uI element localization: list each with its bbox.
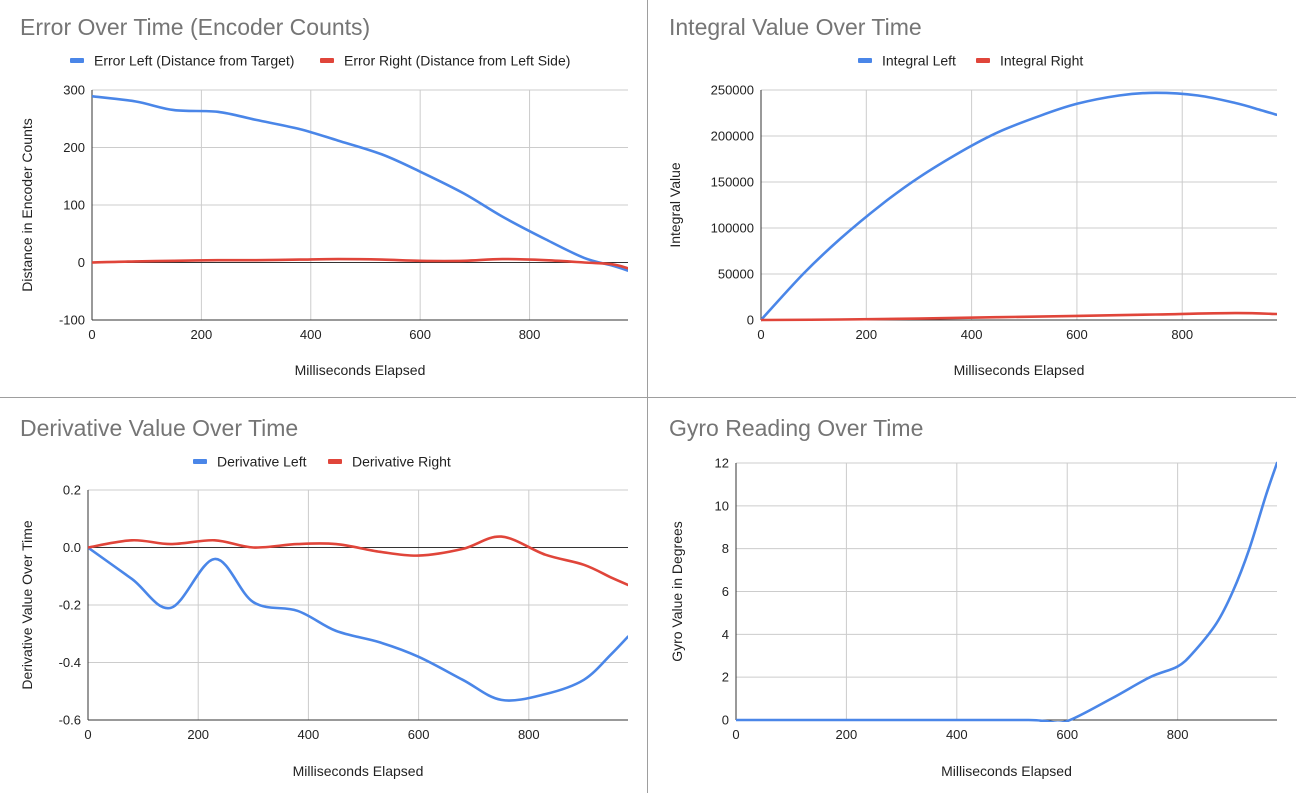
- horizontal-divider: [0, 397, 1296, 398]
- y-tick-label: 250000: [711, 83, 754, 98]
- x-tick-label: 200: [855, 327, 877, 342]
- legend-label: Integral Right: [1000, 53, 1083, 69]
- chart-title: Derivative Value Over Time: [20, 415, 298, 441]
- y-axis-label: Derivative Value Over Time: [19, 520, 35, 690]
- x-tick-label: 200: [836, 727, 858, 742]
- y-tick-label: 100000: [711, 221, 754, 236]
- derivative-chart-panel: Derivative Value Over Time -0.6 -0.4 -0.2 0.…: [0, 398, 647, 793]
- x-tick-label: 400: [300, 327, 322, 342]
- x-tick-label: 400: [298, 727, 320, 742]
- x-axis-label: Milliseconds Elapsed: [941, 763, 1072, 779]
- x-tick-label: 600: [408, 727, 430, 742]
- x-axis-label: Milliseconds Elapsed: [293, 763, 424, 779]
- y-tick-label: 0.0: [63, 540, 81, 555]
- x-tick-label: 600: [409, 327, 431, 342]
- x-tick-label: 0: [84, 727, 91, 742]
- gridlines: [87, 489, 628, 721]
- y-tick-label: -100: [59, 313, 85, 328]
- x-tick-label: 400: [946, 727, 968, 742]
- legend-swatch: [70, 58, 84, 63]
- y-tick-label: 150000: [711, 175, 754, 190]
- x-tick-label: 0: [757, 327, 764, 342]
- x-axis-label: Milliseconds Elapsed: [295, 362, 426, 378]
- x-tick-label: 200: [191, 327, 213, 342]
- y-tick-label: 0: [722, 713, 729, 728]
- y-tick-label: 2: [722, 670, 729, 685]
- y-tick-label: 6: [722, 584, 729, 599]
- error-chart: Error Over Time (Encoder Counts)-1000100…: [19, 14, 628, 378]
- vertical-divider: [647, 0, 648, 793]
- y-tick-label: -0.4: [59, 655, 81, 670]
- gridlines: [91, 89, 628, 321]
- x-axis-label: Milliseconds Elapsed: [954, 362, 1085, 378]
- legend-swatch: [320, 58, 334, 63]
- y-tick-label: 10: [715, 498, 729, 513]
- legend-swatch: [193, 459, 207, 464]
- integral-chart: Integral Value Over Time 0 50000 100000 1500…: [667, 14, 1277, 378]
- series-line-left: [761, 91, 1277, 322]
- legend-label: Derivative Left: [217, 454, 307, 470]
- y-tick-label: 100: [63, 198, 85, 213]
- series-line-left: [92, 95, 628, 272]
- y-tick-label: 0: [747, 313, 754, 328]
- y-tick-label: 50000: [718, 267, 754, 282]
- y-tick-label: -0.2: [59, 598, 81, 613]
- y-tick-label: 200000: [711, 129, 754, 144]
- x-tick-label: 600: [1056, 727, 1078, 742]
- chart-title: Error Over Time (Encoder Counts): [20, 14, 370, 40]
- x-tick-label: 800: [519, 327, 541, 342]
- y-tick-label: 8: [722, 541, 729, 556]
- legend-swatch: [858, 58, 872, 63]
- y-axis-label: Distance in Encoder Counts: [19, 118, 35, 292]
- derivative-chart: Derivative Value Over Time -0.6 -0.4 -0.2 0.…: [19, 415, 628, 779]
- legend-label: Error Right (Distance from Left Side): [344, 53, 570, 69]
- y-tick-label: 300: [63, 83, 85, 98]
- legend-label: Error Left (Distance from Target): [94, 53, 294, 69]
- y-tick-label: 0: [78, 255, 85, 270]
- x-tick-label: 0: [732, 727, 739, 742]
- x-tick-label: 0: [88, 327, 95, 342]
- chart-title: Integral Value Over Time: [669, 14, 922, 40]
- x-tick-label: 600: [1066, 327, 1088, 342]
- legend-label: Integral Left: [882, 53, 956, 69]
- legend-swatch: [976, 58, 990, 63]
- gyro-chart-panel: Gyro Reading Over Time 0 2 4 6 8 10 12 0 200 400 60…: [648, 398, 1296, 793]
- y-axis-label: Gyro Value in Degrees: [669, 521, 685, 662]
- series-line-left: [736, 461, 1277, 722]
- gyro-chart: Gyro Reading Over Time 0 2 4 6 8 10 12 0 200 400 60…: [669, 415, 1277, 779]
- y-tick-label: -0.6: [59, 713, 81, 728]
- y-tick-label: 0.2: [63, 483, 81, 498]
- series-line-right: [88, 535, 628, 587]
- x-tick-label: 200: [187, 727, 209, 742]
- series-line-left: [88, 546, 628, 702]
- x-tick-label: 800: [518, 727, 540, 742]
- y-tick-label: 200: [63, 140, 85, 155]
- gridlines: [735, 462, 1277, 721]
- error-chart-panel: Error Over Time (Encoder Counts) -100 0 100…: [0, 0, 647, 397]
- chart-title: Gyro Reading Over Time: [669, 415, 923, 441]
- legend-label: Derivative Right: [352, 454, 451, 470]
- x-tick-label: 800: [1167, 727, 1189, 742]
- y-tick-label: 4: [722, 627, 729, 642]
- x-tick-label: 800: [1171, 327, 1193, 342]
- series-line-right: [92, 257, 628, 270]
- x-tick-label: 400: [961, 327, 983, 342]
- legend-swatch: [328, 459, 342, 464]
- series-line-right: [761, 311, 1277, 322]
- y-tick-label: 12: [715, 456, 729, 471]
- y-axis-label: Integral Value: [667, 162, 683, 248]
- integral-chart-panel: Integral Value Over Time 0 50000 100000 1500…: [648, 0, 1296, 397]
